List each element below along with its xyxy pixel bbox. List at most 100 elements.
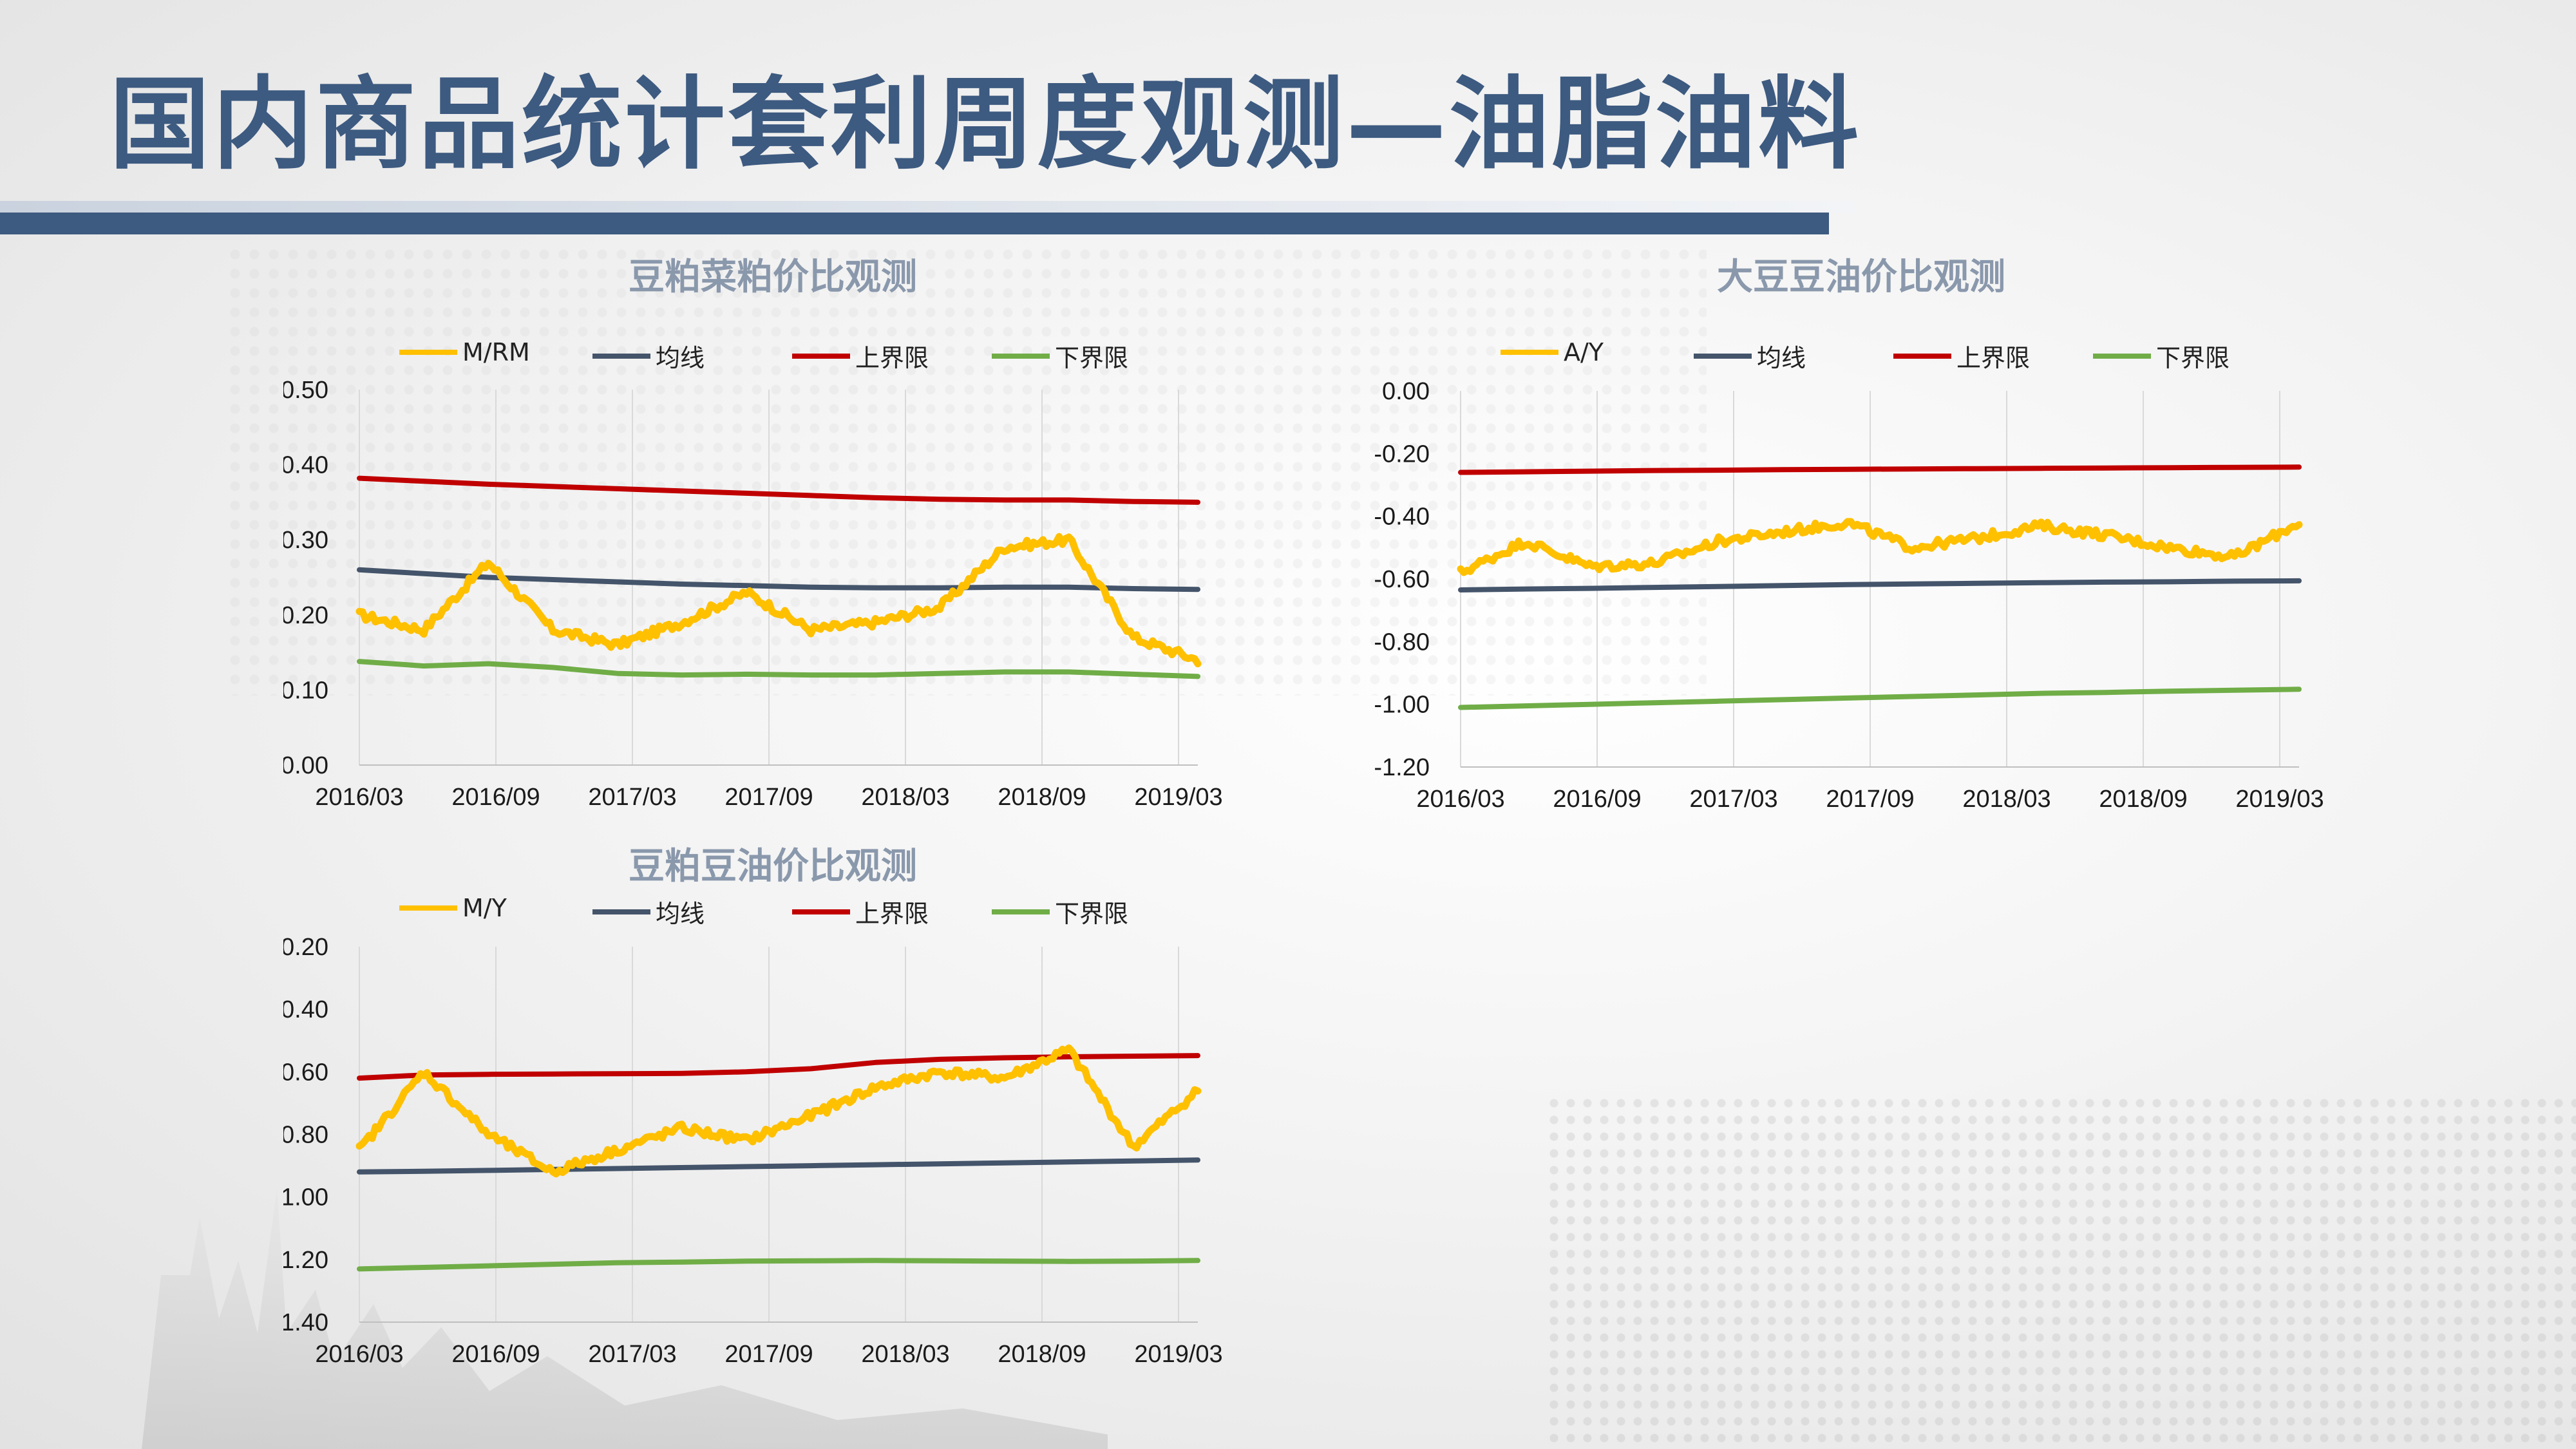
chart-legend: A/Y 均线 上界限 下界限	[1501, 338, 2338, 372]
chart-plot: 0.00 -0.20 -0.40 -0.60 -0.80 -1.00 -1.20 2016/0…	[1374, 378, 2324, 813]
chart-soybean-soyoil: 大豆豆油价比观测 A/Y 均线 上界限 下界限 0.00 -0.20 -0.40 -0.60…	[1372, 248, 2351, 828]
legend-label: A/Y	[1564, 338, 1604, 366]
y-tick-label: -0.60	[283, 1059, 328, 1086]
y-tick-label: 0.30	[283, 527, 328, 554]
legend-item: 上界限	[792, 894, 929, 929]
legend-swatch	[399, 905, 457, 911]
legend-label: 下界限	[1055, 900, 1129, 928]
y-tick-label: -0.80	[1374, 629, 1430, 656]
x-tick-label: 2016/09	[1553, 786, 1641, 813]
x-tick-label: 2016/09	[451, 1341, 540, 1368]
legend-item: 上界限	[792, 338, 929, 374]
x-tick-label: 2019/03	[1134, 1341, 1222, 1368]
y-tick-label: 0.20	[283, 602, 328, 629]
legend-label: 均线	[656, 344, 705, 372]
background-dot-pattern	[1546, 1095, 2576, 1449]
y-tick-label: -1.00	[1374, 692, 1430, 719]
x-tick-label: 2018/03	[861, 1341, 949, 1368]
y-tick-label: -0.20	[1374, 440, 1430, 468]
y-tick-label: -1.20	[283, 1247, 328, 1274]
legend-swatch	[2093, 353, 2151, 359]
legend-item: 下界限	[2093, 338, 2230, 374]
x-tick-label: 2018/09	[2099, 786, 2187, 813]
chart-title: 大豆豆油价比观测	[1717, 256, 2005, 298]
legend-item: M/Y	[399, 894, 507, 922]
legend-label: 上界限	[1956, 344, 2031, 372]
legend-label: M/RM	[462, 338, 530, 366]
x-tick-label: 2016/03	[1416, 786, 1504, 813]
x-tick-label: 2018/03	[1962, 786, 2050, 813]
legend-item: 均线	[592, 338, 705, 374]
legend-swatch	[1694, 353, 1752, 359]
y-tick-label: -0.40	[283, 996, 328, 1023]
chart-plot: 0.50 0.40 0.30 0.20 0.10 0.00 2016/03 2016/09 20…	[283, 377, 1223, 811]
series-line-upper-bound	[357, 475, 1200, 505]
y-tick-label: 0.00	[283, 752, 328, 779]
legend-label: 均线	[1757, 344, 1806, 372]
series-line-ratio	[355, 1044, 1202, 1178]
title-underline-light	[0, 201, 1855, 213]
x-tick-label: 2017/09	[1826, 786, 1914, 813]
x-tick-label: 2016/03	[315, 1341, 403, 1368]
x-tick-label: 2018/09	[998, 1341, 1086, 1368]
legend-swatch	[1501, 350, 1558, 355]
legend-item: M/RM	[399, 338, 530, 366]
y-tick-label: 0.40	[283, 452, 328, 479]
y-tick-label: -0.20	[283, 934, 328, 961]
legend-item: 下界限	[992, 338, 1128, 374]
x-tick-label: 2019/03	[1134, 784, 1222, 811]
y-tick-label: -0.40	[1374, 504, 1430, 531]
x-tick-label: 2019/03	[2235, 786, 2324, 813]
y-tick-label: 0.50	[283, 377, 328, 404]
x-tick-label: 2016/03	[315, 784, 403, 811]
series-line-mean	[357, 1157, 1200, 1175]
legend-item: 上界限	[1893, 338, 2030, 374]
legend-item: A/Y	[1501, 338, 1604, 366]
legend-label: 下界限	[1055, 344, 1129, 372]
y-tick-label: 0.10	[283, 677, 328, 704]
page-title: 国内商品统计套利周度观测—油脂油料	[109, 66, 1861, 183]
series-line-ratio	[355, 533, 1202, 668]
series-line-lower-bound	[357, 659, 1200, 679]
x-tick-label: 2018/09	[998, 784, 1086, 811]
series-line-upper-bound	[357, 1053, 1200, 1081]
legend-label: 上界限	[855, 344, 929, 372]
legend-label: M/Y	[462, 894, 507, 922]
series-line-lower-bound	[357, 1258, 1200, 1272]
y-tick-label: -1.00	[283, 1184, 328, 1211]
chart-legend: M/Y 均线 上界限 下界限	[399, 894, 1236, 929]
legend-label: 上界限	[855, 900, 929, 928]
series-line-ratio	[1457, 518, 2303, 576]
legend-swatch	[592, 353, 650, 359]
y-tick-label: -0.60	[1374, 566, 1430, 593]
chart-title: 豆粕菜粕价比观测	[629, 256, 917, 298]
title-underline	[0, 213, 1829, 234]
chart-soymeal-rapeseedmeal: 豆粕菜粕价比观测 M/RM 均线 上界限 下界限 0.50 0.40 0.30 0.20 0.…	[283, 248, 1262, 828]
x-tick-label: 2017/09	[724, 784, 813, 811]
x-tick-label: 2017/09	[724, 1341, 813, 1368]
legend-swatch	[992, 909, 1050, 914]
x-tick-label: 2017/03	[1689, 786, 1777, 813]
series-line-lower-bound	[1458, 687, 2302, 710]
y-tick-label: -0.80	[283, 1122, 328, 1149]
legend-swatch	[992, 353, 1050, 359]
series-line-upper-bound	[1458, 464, 2302, 475]
legend-item: 均线	[592, 894, 705, 929]
x-tick-label: 2017/03	[588, 784, 676, 811]
legend-swatch	[1893, 353, 1951, 359]
x-tick-label: 2016/09	[451, 784, 540, 811]
legend-swatch	[399, 350, 457, 355]
legend-swatch	[792, 353, 850, 359]
chart-soymeal-soyoil: 豆粕豆油价比观测 M/Y 均线 上界限 下界限 -0.20 -0.40 -0.60 -0.8…	[283, 837, 1262, 1417]
chart-title: 豆粕豆油价比观测	[629, 846, 917, 887]
x-tick-label: 2017/03	[588, 1341, 676, 1368]
x-tick-label: 2018/03	[861, 784, 949, 811]
y-tick-label: 0.00	[1382, 378, 1430, 405]
legend-item: 均线	[1694, 338, 1806, 374]
chart-legend: M/RM 均线 上界限 下界限	[399, 338, 1236, 372]
legend-item: 下界限	[992, 894, 1128, 929]
series-line-mean	[357, 567, 1200, 592]
legend-swatch	[792, 909, 850, 914]
y-tick-label: -1.20	[1374, 754, 1430, 781]
chart-plot: -0.20 -0.40 -0.60 -0.80 -1.00 -1.20 -1.40 2016/…	[283, 934, 1223, 1368]
